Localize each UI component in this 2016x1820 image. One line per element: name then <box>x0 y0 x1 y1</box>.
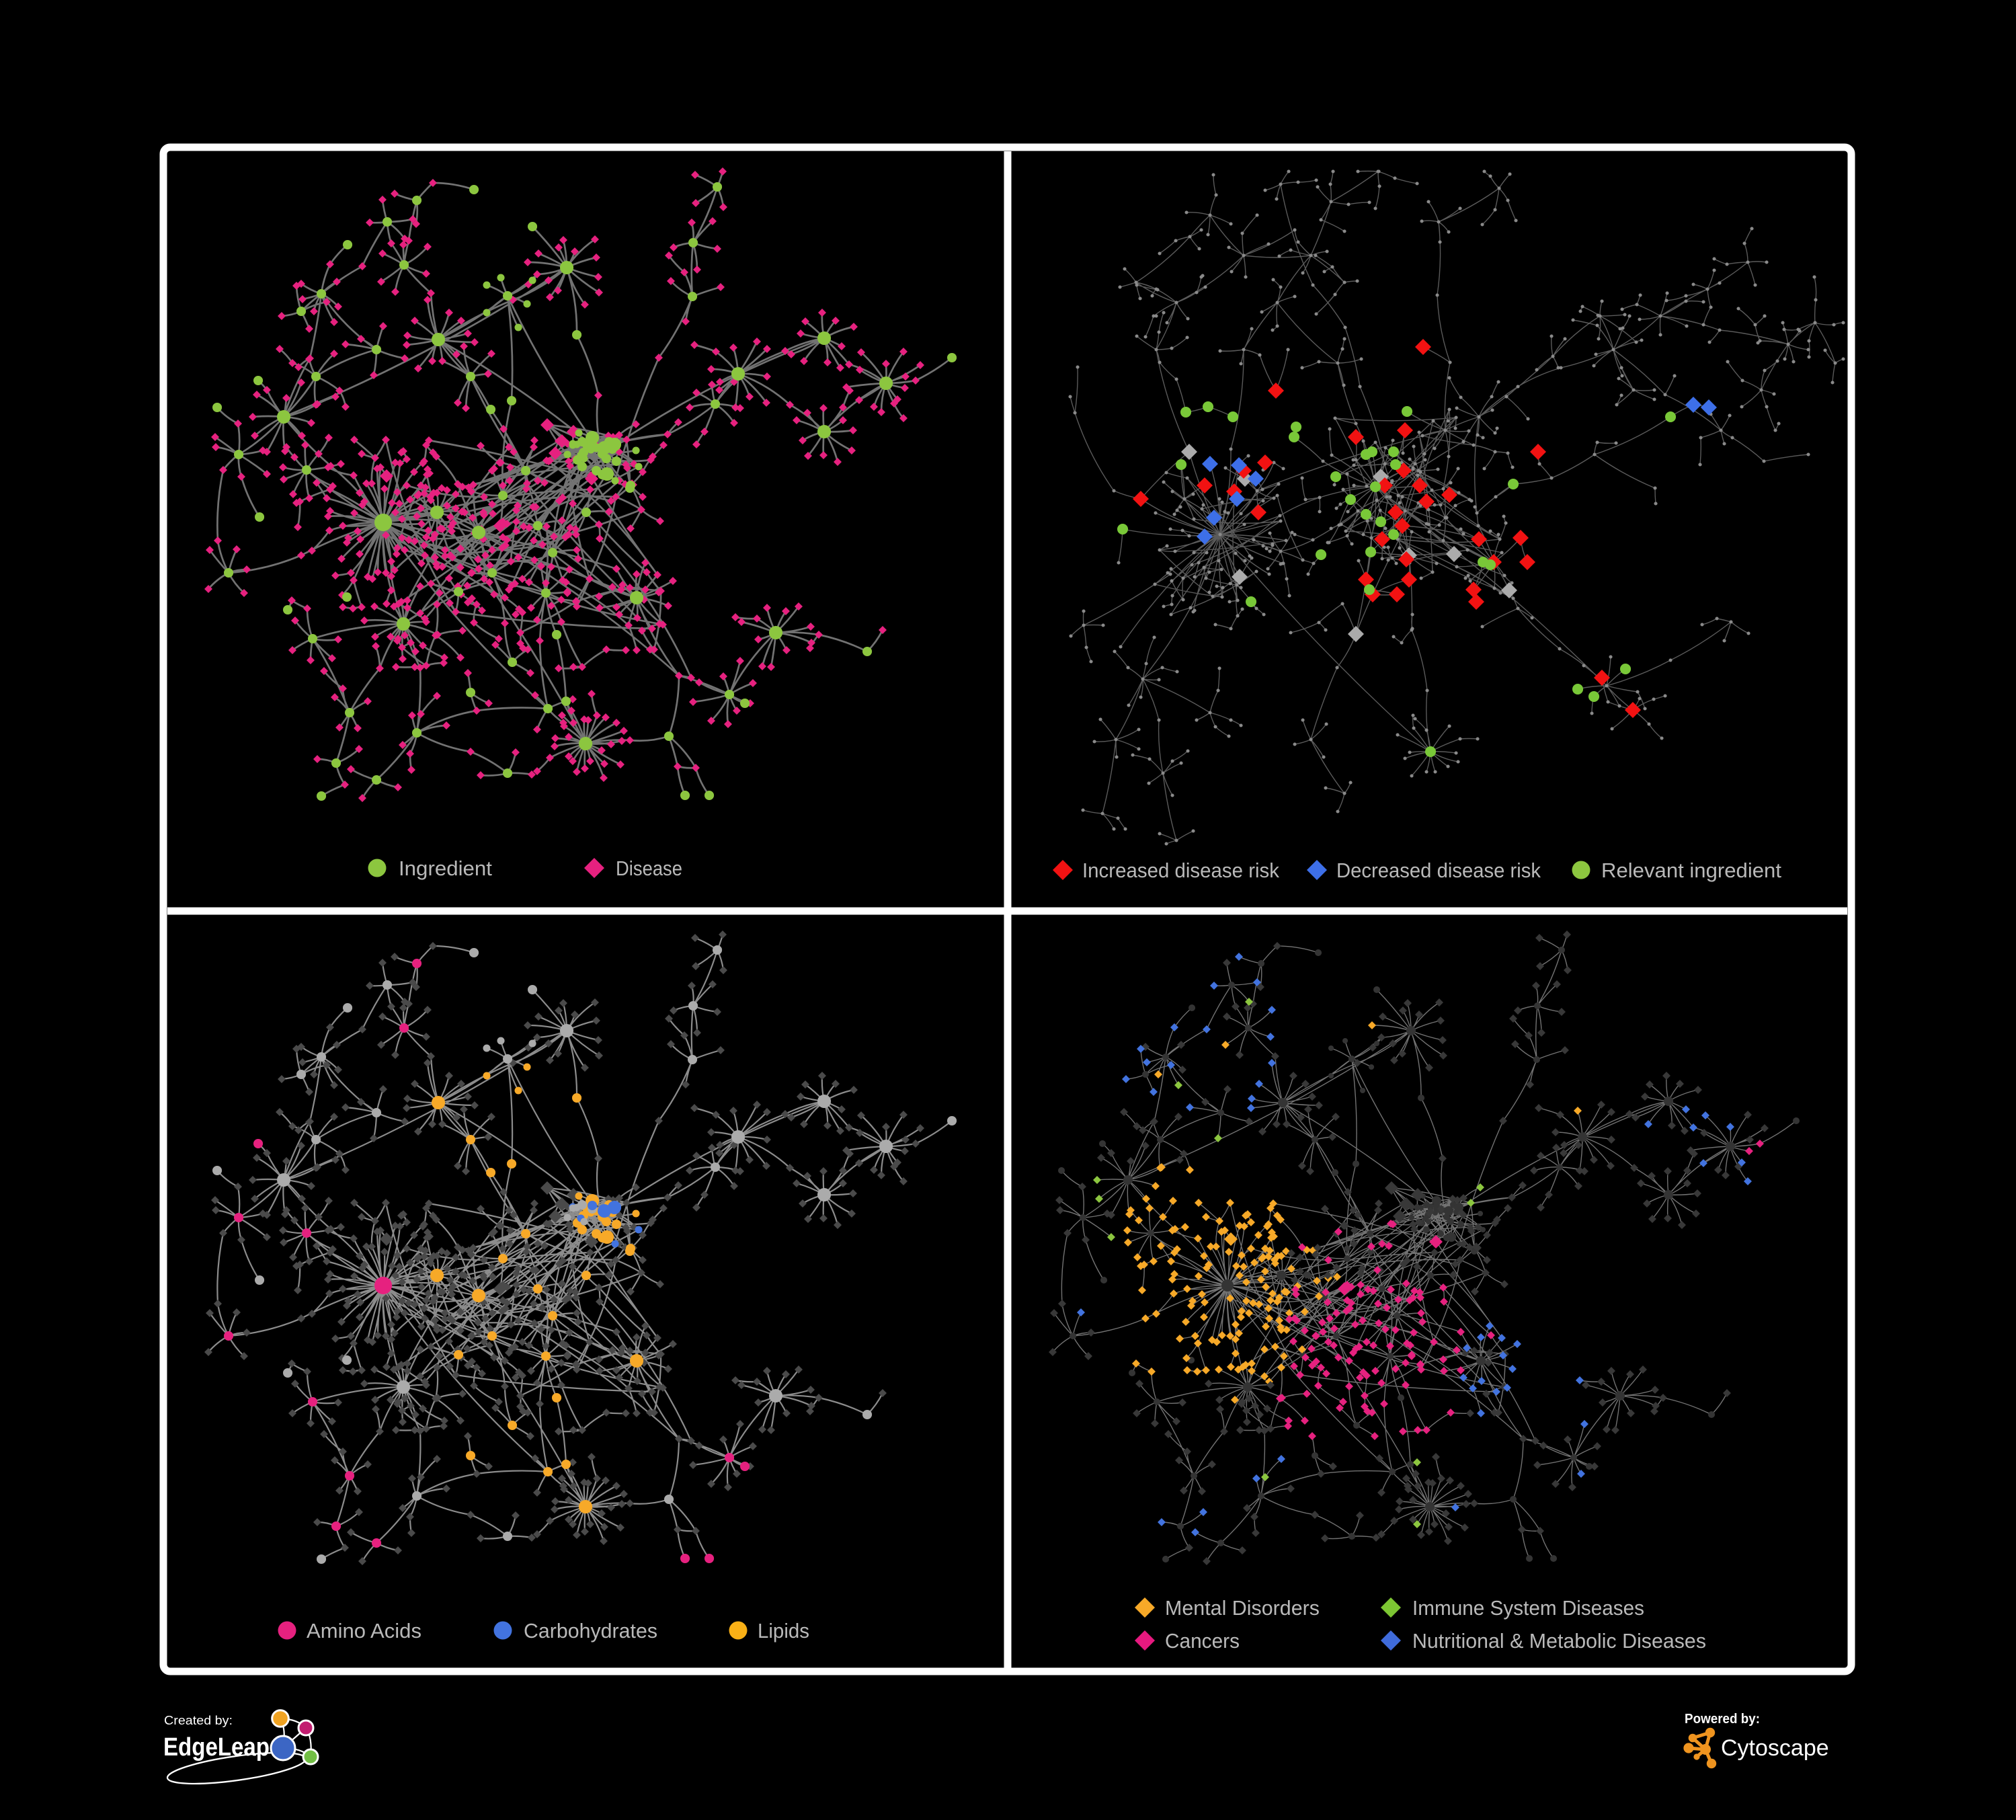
svg-text:Mental Disorders: Mental Disorders <box>1165 1596 1320 1620</box>
svg-text:Ingredient: Ingredient <box>399 857 492 880</box>
svg-text:EdgeLeap: EdgeLeap <box>163 1733 270 1762</box>
svg-text:Disease: Disease <box>616 857 682 880</box>
svg-text:Created by:: Created by: <box>164 1714 233 1727</box>
svg-text:Carbohydrates: Carbohydrates <box>524 1619 657 1643</box>
svg-text:Lipids: Lipids <box>758 1619 809 1643</box>
svg-text:Decreased disease risk: Decreased disease risk <box>1336 859 1541 882</box>
svg-text:Amino Acids: Amino Acids <box>307 1619 421 1643</box>
svg-text:Powered by:: Powered by: <box>1685 1712 1760 1727</box>
svg-text:Relevant ingredient: Relevant ingredient <box>1601 859 1781 882</box>
svg-text:Cancers: Cancers <box>1165 1629 1240 1653</box>
svg-text:Increased disease risk: Increased disease risk <box>1082 859 1279 882</box>
svg-text:Nutritional & Metabolic Diseas: Nutritional & Metabolic Diseases <box>1412 1629 1706 1653</box>
svg-text:Cytoscape: Cytoscape <box>1721 1735 1829 1761</box>
svg-text:Immune System Diseases: Immune System Diseases <box>1412 1596 1644 1620</box>
